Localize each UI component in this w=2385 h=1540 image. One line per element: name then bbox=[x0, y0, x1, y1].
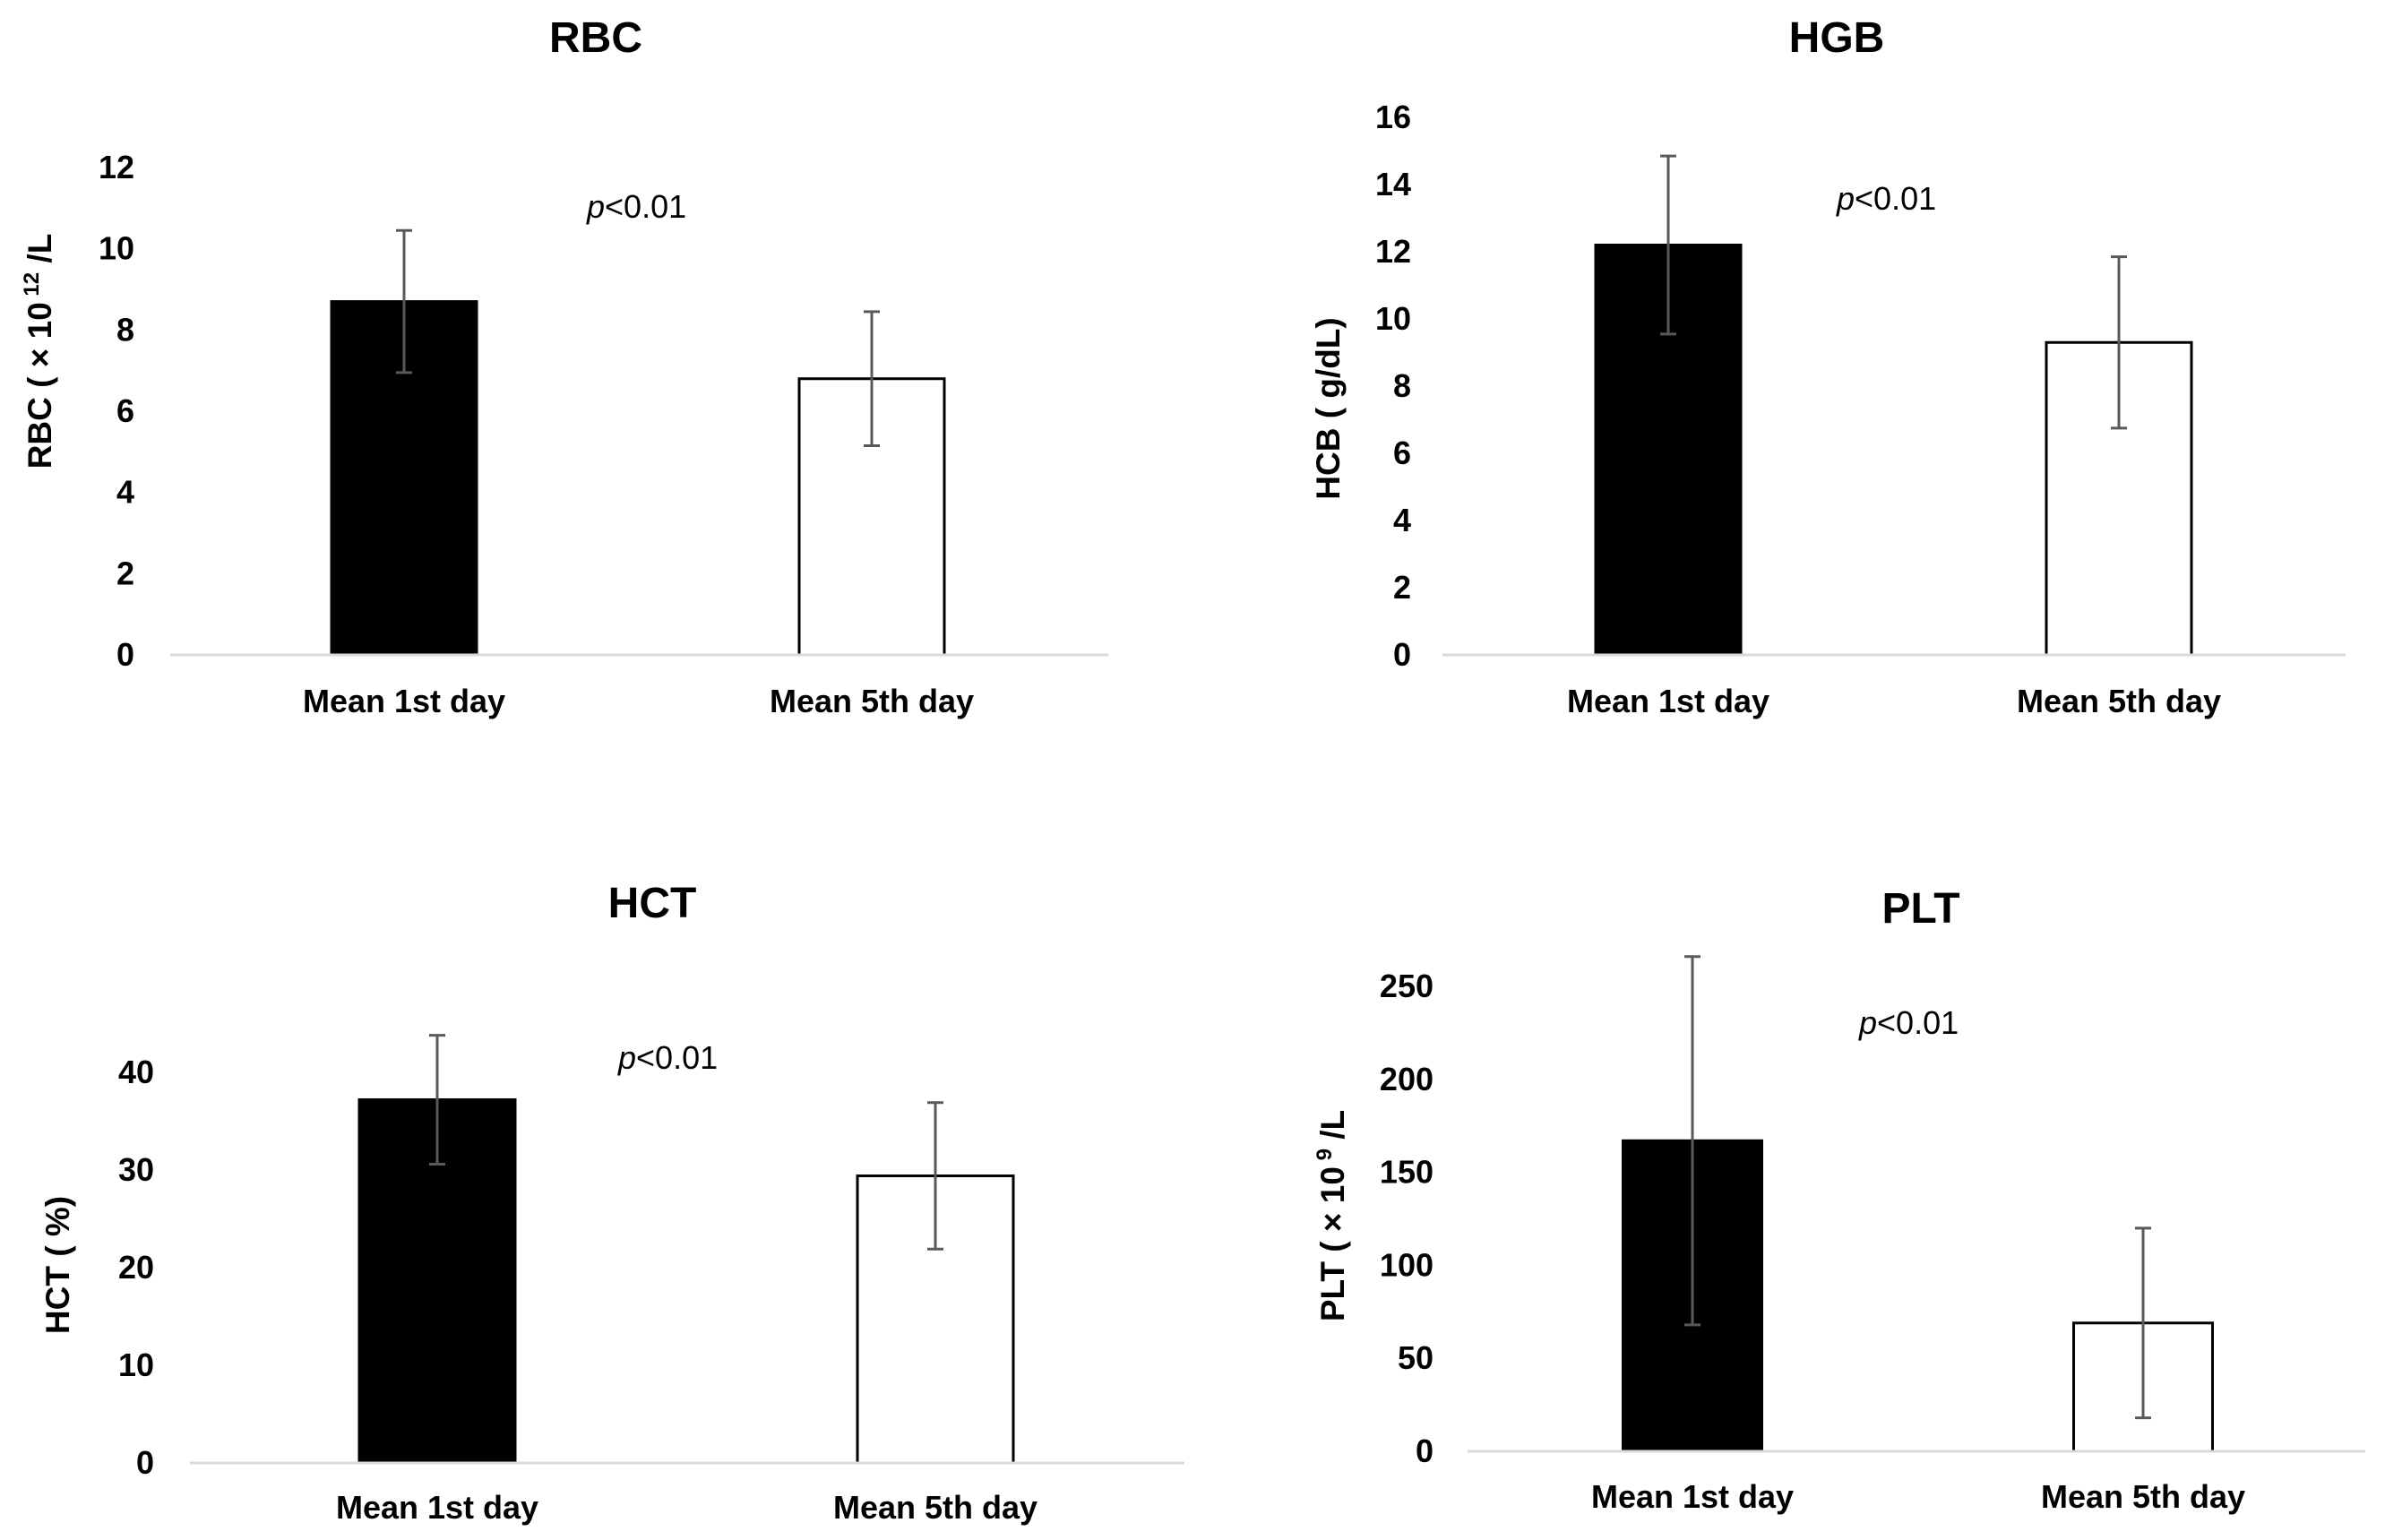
chart-plt: PLT 0 50 100 150 200 250 PLT ( × 10 9 /L Mean 1s… bbox=[1313, 885, 2365, 1515]
y-tick-label: 0 bbox=[1393, 636, 1411, 673]
p-value-symbol: p bbox=[1836, 180, 1855, 217]
y-tick-label: 0 bbox=[1416, 1432, 1434, 1469]
p-value-threshold: <0.01 bbox=[605, 188, 686, 225]
p-value-annotation-hct: p<0.01 bbox=[617, 1039, 718, 1076]
y-tick-label: 2 bbox=[116, 555, 134, 591]
y-tick-label: 12 bbox=[99, 149, 134, 185]
y-axis-label-text: RBC ( × 10 bbox=[22, 302, 58, 469]
y-axis-label-text: HCT ( %) bbox=[39, 1196, 76, 1334]
p-value-annotation-rbc: p<0.01 bbox=[586, 188, 686, 225]
y-axis-label-hct: HCT ( %) bbox=[39, 1196, 76, 1334]
y-tick-label: 10 bbox=[99, 230, 134, 267]
y-tick-label: 4 bbox=[1393, 502, 1411, 538]
y-axis-label-unit: /L bbox=[22, 234, 58, 272]
y-tick-label: 150 bbox=[1380, 1154, 1434, 1191]
x-category-label: Mean 1st day bbox=[336, 1489, 538, 1526]
y-tick-label: 0 bbox=[136, 1444, 154, 1481]
y-tick-label: 8 bbox=[1393, 367, 1411, 404]
y-tick-label: 6 bbox=[1393, 434, 1411, 471]
x-category-label: Mean 1st day bbox=[1567, 683, 1769, 719]
y-tick-label: 200 bbox=[1380, 1061, 1434, 1097]
chart-title-hct: HCT bbox=[608, 880, 697, 927]
y-axis-label-plt: PLT ( × 10 9 /L bbox=[1313, 1110, 1351, 1321]
y-tick-label: 100 bbox=[1380, 1246, 1434, 1283]
y-tick-label: 6 bbox=[116, 392, 134, 429]
y-axis-label-text: HCB ( g/dL) bbox=[1310, 317, 1347, 499]
y-tick-label: 12 bbox=[1375, 233, 1411, 270]
y-axis-label-text: PLT ( × 10 bbox=[1314, 1166, 1351, 1321]
x-category-label: Mean 5th day bbox=[770, 683, 974, 719]
x-category-label: Mean 1st day bbox=[303, 683, 505, 719]
p-value-symbol: p bbox=[617, 1039, 636, 1076]
y-tick-label: 16 bbox=[1375, 99, 1411, 135]
y-axis-label-superscript: 12 bbox=[20, 272, 44, 302]
chart-title-hgb: HGB bbox=[1789, 14, 1885, 62]
y-tick-label: 40 bbox=[118, 1054, 154, 1090]
p-value-threshold: <0.01 bbox=[1877, 1004, 1959, 1041]
chart-hct: HCT 0 10 20 30 40 HCT ( %) Mean 1st day Mean 5th… bbox=[39, 880, 1184, 1526]
p-value-symbol: p bbox=[586, 188, 605, 225]
y-axis-label-superscript: 9 bbox=[1313, 1149, 1337, 1166]
y-tick-label: 2 bbox=[1393, 569, 1411, 606]
y-tick-label: 10 bbox=[1375, 300, 1411, 337]
y-tick-label: 10 bbox=[118, 1346, 154, 1383]
y-tick-label: 14 bbox=[1375, 166, 1411, 202]
y-tick-label: 20 bbox=[118, 1249, 154, 1286]
y-tick-label: 0 bbox=[116, 636, 134, 673]
chart-title-rbc: RBC bbox=[549, 14, 642, 62]
chart-title-plt: PLT bbox=[1881, 885, 1959, 933]
chart-hgb: HGB 0 2 4 6 8 10 12 14 16 HCB ( g/dL) Mean 1st day M… bbox=[1310, 14, 2346, 719]
p-value-symbol: p bbox=[1858, 1004, 1877, 1041]
y-axis-label-unit: /L bbox=[1314, 1110, 1351, 1149]
y-tick-label: 50 bbox=[1398, 1339, 1434, 1376]
y-tick-label: 4 bbox=[116, 474, 134, 511]
x-category-label: Mean 1st day bbox=[1591, 1478, 1794, 1515]
p-value-threshold: <0.01 bbox=[636, 1039, 718, 1076]
p-value-threshold: <0.01 bbox=[1855, 180, 1936, 217]
y-tick-label: 250 bbox=[1380, 968, 1434, 1004]
x-category-label: Mean 5th day bbox=[833, 1489, 1038, 1526]
y-tick-label: 8 bbox=[116, 311, 134, 348]
p-value-annotation-plt: p<0.01 bbox=[1858, 1004, 1959, 1041]
y-axis-label-rbc: RBC ( × 10 12 /L bbox=[20, 234, 58, 469]
x-category-label: Mean 5th day bbox=[2017, 683, 2221, 719]
x-category-label: Mean 5th day bbox=[2041, 1478, 2245, 1515]
p-value-annotation-hgb: p<0.01 bbox=[1836, 180, 1936, 217]
y-axis-label-hgb: HCB ( g/dL) bbox=[1310, 317, 1347, 499]
y-tick-label: 30 bbox=[118, 1151, 154, 1188]
